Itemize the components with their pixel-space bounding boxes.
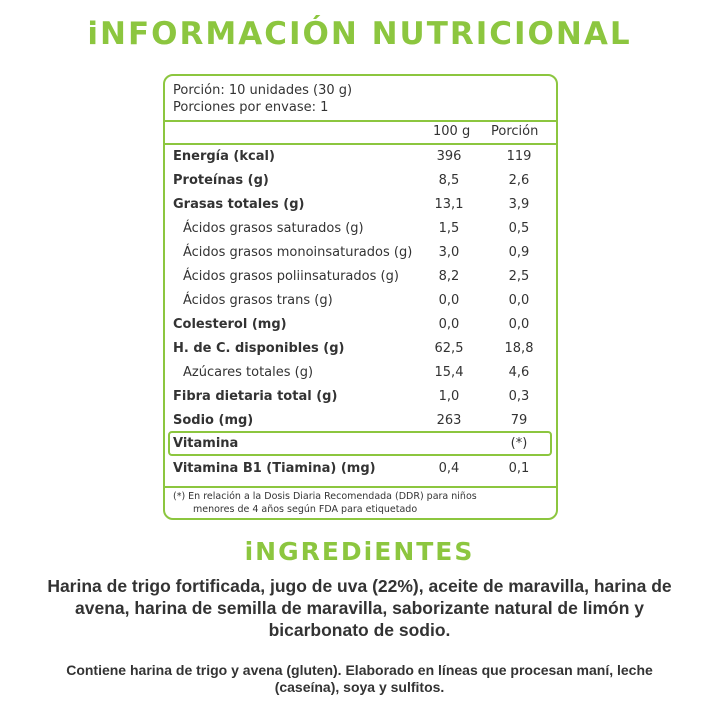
nutrition-title: iNFORMACIÓN NUTRICIONAL — [87, 16, 632, 52]
nutrient-row: Vitamina (*) — [165, 434, 556, 454]
divider — [165, 143, 556, 145]
nutrient-row: Sodio (mg) 263 79 — [165, 411, 556, 431]
nutrient-label: Energía (kcal) — [173, 149, 275, 164]
nutrient-label: Sodio (mg) — [173, 413, 254, 428]
nutrient-label: Ácidos grasos monoinsaturados (g) — [183, 245, 413, 260]
nutrient-label: Ácidos grasos saturados (g) — [183, 221, 364, 236]
nutrient-row: Azúcares totales (g) 15,4 4,6 — [165, 363, 556, 383]
value-per-portion: 0,1 — [508, 461, 530, 476]
portion-info: Porción: 10 unidades (30 g) Porciones po… — [173, 82, 352, 116]
value-per-100g: 0,4 — [438, 461, 460, 476]
nutrient-row: Grasas totales (g) 13,1 3,9 — [165, 195, 556, 215]
value-per-portion: 0,5 — [508, 221, 530, 236]
footnote: (*) En relación a la Dosis Diaria Recome… — [173, 490, 543, 516]
nutrient-row: Proteínas (g) 8,5 2,6 — [165, 171, 556, 191]
value-per-portion: 2,5 — [508, 269, 530, 284]
column-header-100g: 100 g — [433, 124, 471, 139]
nutrient-row: Ácidos grasos trans (g) 0,0 0,0 — [165, 291, 556, 311]
value-per-portion: 0,9 — [508, 245, 530, 260]
value-per-portion: 79 — [510, 413, 528, 428]
nutrient-row: Ácidos grasos monoinsaturados (g) 3,0 0,9 — [165, 243, 556, 263]
footnote-line-2: menores de 4 años según FDA para etiquet… — [193, 504, 418, 515]
value-per-100g: 15,4 — [434, 365, 464, 380]
value-per-100g: 1,5 — [438, 221, 460, 236]
column-header-portion: Porción — [491, 124, 539, 139]
nutrient-row: Colesterol (mg) 0,0 0,0 — [165, 315, 556, 335]
footnote-line-1: (*) En relación a la Dosis Diaria Recome… — [173, 491, 477, 502]
value-per-portion: 3,9 — [508, 197, 530, 212]
nutrient-label: Azúcares totales (g) — [183, 365, 314, 380]
allergens-text: Contiene harina de trigo y avena (gluten… — [66, 662, 653, 695]
value-per-portion: 0,3 — [508, 389, 530, 404]
value-per-100g: 8,5 — [438, 173, 460, 188]
value-per-100g: 396 — [436, 149, 462, 164]
nutrient-label: Fibra dietaria total (g) — [173, 389, 338, 404]
value-per-100g: 263 — [436, 413, 462, 428]
nutrient-label: Vitamina B1 (Tiamina) (mg) — [173, 461, 376, 476]
nutrient-row: H. de C. disponibles (g) 62,5 18,8 — [165, 339, 556, 359]
value-per-100g: 3,0 — [438, 245, 460, 260]
value-per-portion: 18,8 — [504, 341, 534, 356]
nutrient-row: Ácidos grasos poliinsaturados (g) 8,2 2,5 — [165, 267, 556, 287]
value-per-portion: 4,6 — [508, 365, 530, 380]
value-per-100g: 0,0 — [438, 317, 460, 332]
value-per-portion: 0,0 — [508, 293, 530, 308]
value-per-portion: (*) — [510, 436, 528, 451]
value-per-100g: 62,5 — [434, 341, 464, 356]
value-per-portion: 0,0 — [508, 317, 530, 332]
value-per-100g: 1,0 — [438, 389, 460, 404]
portions-per-package: Porciones por envase: 1 — [173, 100, 329, 115]
nutrient-label: Colesterol (mg) — [173, 317, 287, 332]
nutrient-row: Vitamina B1 (Tiamina) (mg) 0,4 0,1 — [165, 459, 556, 479]
nutrient-label: Vitamina — [173, 436, 239, 451]
nutrient-label: Proteínas (g) — [173, 173, 269, 188]
nutrient-label: Ácidos grasos trans (g) — [183, 293, 333, 308]
divider — [165, 120, 556, 122]
nutrient-label: Ácidos grasos poliinsaturados (g) — [183, 269, 399, 284]
nutrient-row: Ácidos grasos saturados (g) 1,5 0,5 — [165, 219, 556, 239]
nutrient-label: Grasas totales (g) — [173, 197, 305, 212]
nutrient-row: Energía (kcal) 396 119 — [165, 147, 556, 167]
nutrient-row: Fibra dietaria total (g) 1,0 0,3 — [165, 387, 556, 407]
value-per-portion: 119 — [506, 149, 532, 164]
value-per-100g: 8,2 — [438, 269, 460, 284]
ingredients-title: iNGREDiENTES — [244, 537, 475, 566]
portion-size: Porción: 10 unidades (30 g) — [173, 83, 353, 98]
divider — [165, 486, 556, 488]
nutrition-table: Porción: 10 unidades (30 g) Porciones po… — [163, 74, 558, 520]
ingredients-text: Harina de trigo fortificada, jugo de uva… — [47, 576, 672, 640]
nutrient-label: H. de C. disponibles (g) — [173, 341, 345, 356]
value-per-100g: 0,0 — [438, 293, 460, 308]
value-per-portion: 2,6 — [508, 173, 530, 188]
vitamina-highlight-box — [168, 431, 552, 456]
value-per-100g: 13,1 — [434, 197, 464, 212]
